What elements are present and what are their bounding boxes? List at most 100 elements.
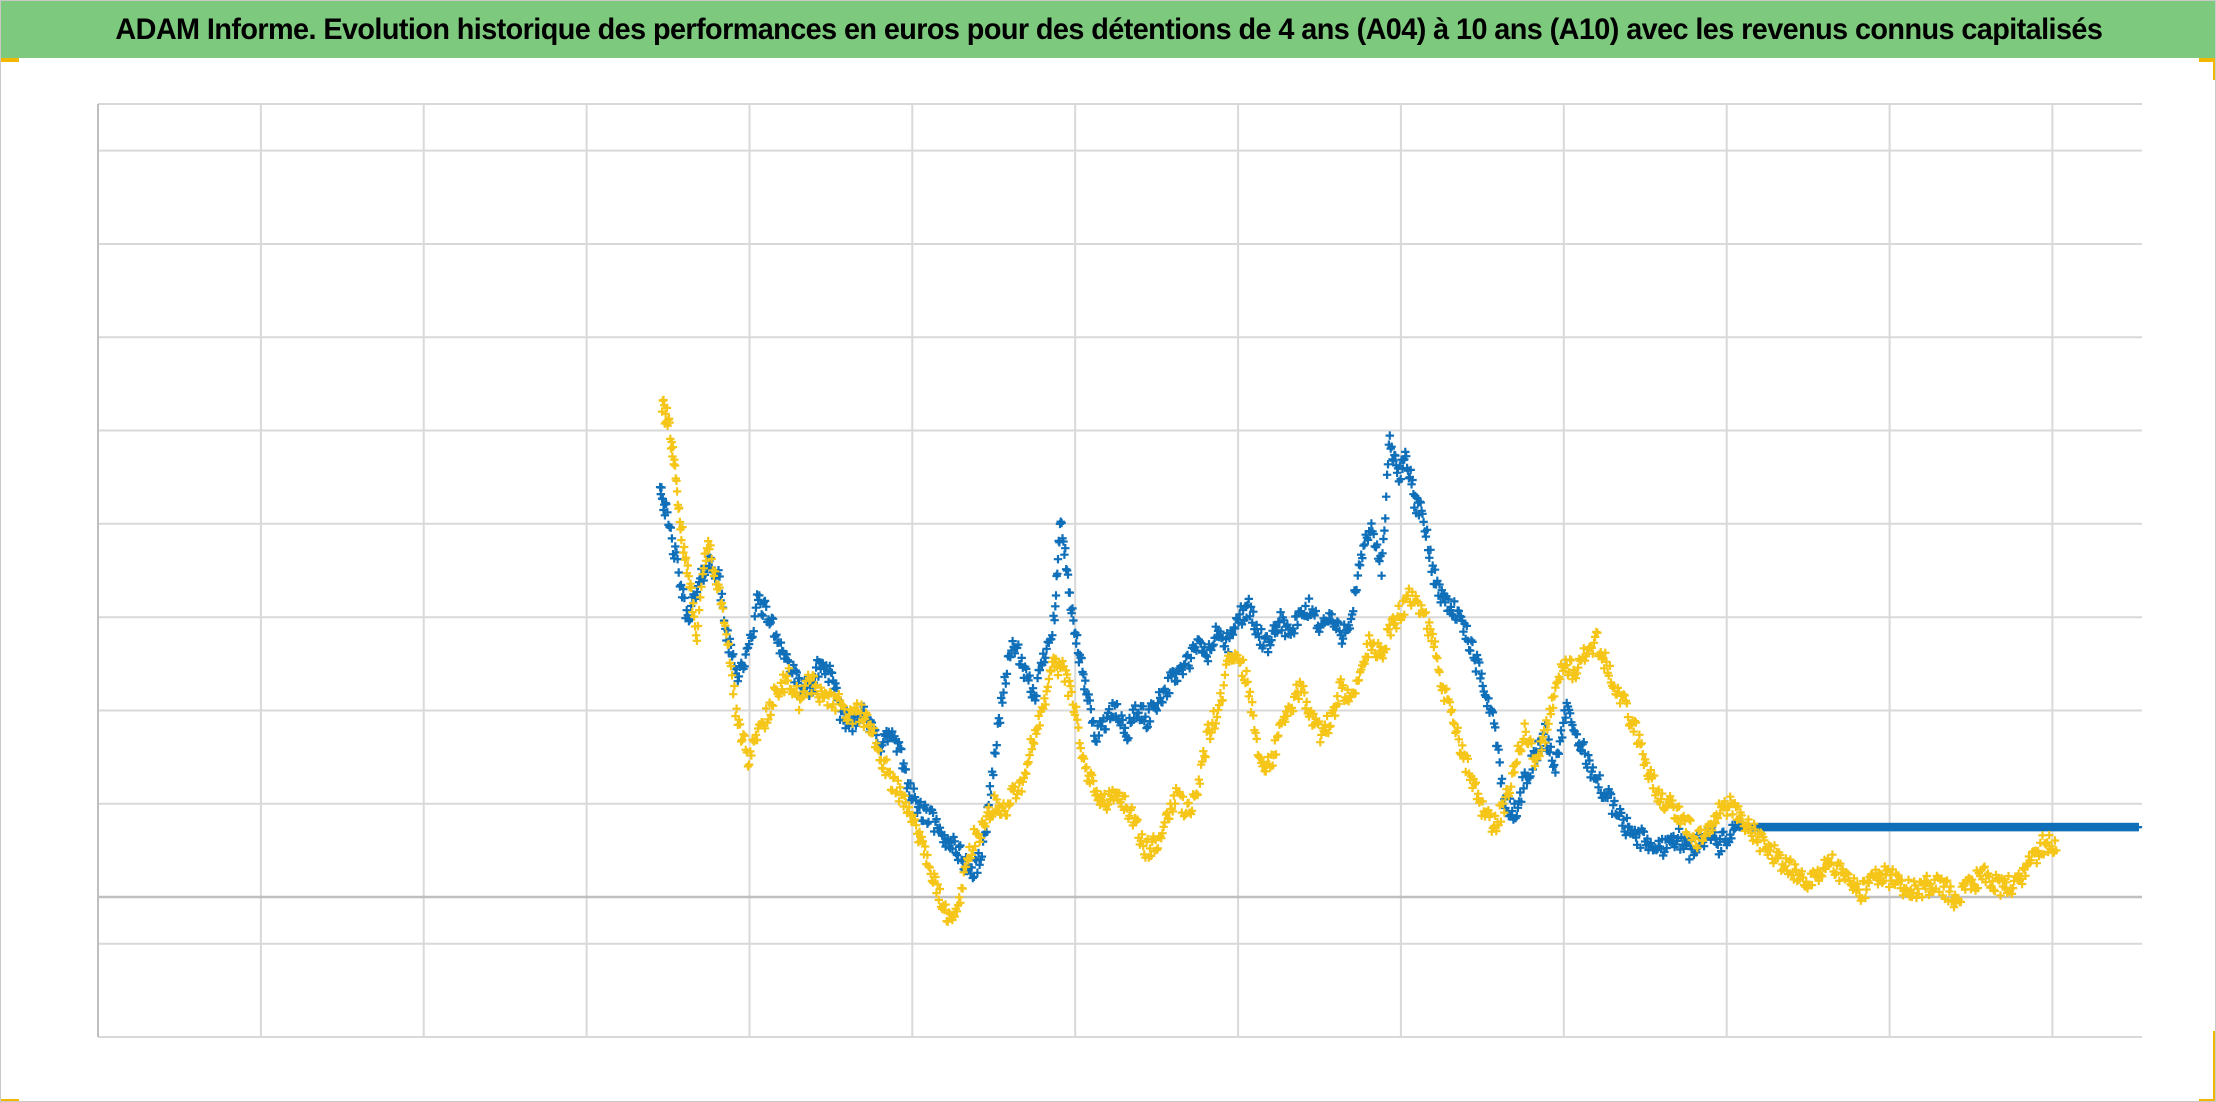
data-point-a10 bbox=[1061, 666, 1071, 675]
data-point-a10 bbox=[1597, 655, 1607, 664]
data-point-a10 bbox=[1593, 628, 1602, 637]
data-point-a10 bbox=[732, 704, 741, 713]
data-point-a10 bbox=[695, 605, 704, 615]
data-point-a04 bbox=[998, 698, 1007, 707]
chart-title: ADAM Informe. Evolution historique des p… bbox=[115, 12, 2103, 46]
data-point-a04 bbox=[1408, 475, 1417, 485]
data-point-a04 bbox=[1494, 745, 1503, 754]
data-point-a10 bbox=[981, 822, 990, 831]
data-point-a10 bbox=[1242, 666, 1251, 676]
data-point-a10 bbox=[1058, 656, 1067, 666]
data-point-a04 bbox=[901, 765, 910, 774]
data-point-a04 bbox=[906, 779, 915, 788]
data-point-a10 bbox=[885, 767, 895, 776]
data-point-a10 bbox=[1146, 851, 1156, 861]
data-point-a10 bbox=[1237, 671, 1247, 680]
data-point-a04 bbox=[975, 860, 984, 869]
data-point-a10 bbox=[1216, 689, 1225, 698]
data-point-a04 bbox=[994, 714, 1004, 723]
data-point-a10 bbox=[696, 593, 705, 602]
data-point-a10 bbox=[1316, 738, 1325, 747]
data-point-a10 bbox=[923, 850, 932, 860]
data-point-a10 bbox=[1918, 892, 1927, 902]
data-point-a10 bbox=[1192, 789, 1201, 798]
data-point-a10 bbox=[1210, 724, 1219, 733]
data-point-a04 bbox=[1276, 608, 1285, 617]
data-point-a10 bbox=[1157, 834, 1166, 843]
data-point-a10 bbox=[1079, 754, 1089, 763]
data-point-a04 bbox=[1488, 708, 1498, 717]
data-point-a10 bbox=[1070, 710, 1080, 719]
data-point-a04 bbox=[1059, 537, 1068, 546]
data-point-a04 bbox=[750, 612, 759, 621]
data-point-a10 bbox=[2045, 830, 2054, 840]
data-point-a10 bbox=[1770, 841, 1779, 850]
data-point-a10 bbox=[1520, 719, 1529, 728]
data-point-a10 bbox=[1786, 855, 1795, 864]
data-point-a10 bbox=[1082, 763, 1091, 772]
data-point-a10 bbox=[1512, 758, 1521, 767]
data-point-a10 bbox=[740, 731, 749, 740]
data-point-a04 bbox=[1249, 607, 1258, 616]
data-point-a10 bbox=[911, 821, 921, 830]
data-point-a04 bbox=[1519, 784, 1528, 793]
data-point-a04 bbox=[897, 744, 906, 754]
data-point-a04 bbox=[1636, 843, 1645, 852]
data-point-a10 bbox=[760, 724, 770, 733]
data-point-a10 bbox=[815, 697, 824, 706]
data-point-a04 bbox=[1069, 616, 1078, 625]
data-point-a04 bbox=[952, 850, 962, 860]
data-point-a04 bbox=[1434, 591, 1443, 600]
data-point-a04 bbox=[1085, 696, 1094, 705]
data-point-a10 bbox=[1041, 700, 1050, 709]
data-point-a04 bbox=[909, 784, 918, 793]
data-point-a04 bbox=[1271, 623, 1281, 632]
data-point-a04 bbox=[1349, 607, 1358, 616]
data-point-a10 bbox=[1073, 715, 1082, 724]
data-point-a10 bbox=[1755, 846, 1764, 856]
data-point-a04 bbox=[734, 672, 744, 681]
data-point-a10 bbox=[2014, 869, 2023, 878]
data-point-a10 bbox=[661, 409, 670, 419]
data-point-a10 bbox=[1623, 712, 1633, 722]
data-point-a10 bbox=[1572, 669, 1582, 678]
data-point-a10 bbox=[1492, 826, 1501, 836]
data-point-a10 bbox=[1428, 629, 1437, 639]
data-point-a10 bbox=[1506, 782, 1516, 791]
data-point-a10 bbox=[722, 630, 731, 639]
data-point-a04 bbox=[932, 814, 941, 824]
data-point-a10 bbox=[961, 862, 971, 871]
data-point-a10 bbox=[1447, 705, 1457, 715]
data-point-a04 bbox=[1053, 555, 1063, 564]
title-bar: ADAM Informe. Evolution historique des p… bbox=[1, 1, 2215, 58]
data-point-a04 bbox=[1118, 715, 1127, 725]
data-point-a10 bbox=[697, 582, 706, 591]
data-point-a10 bbox=[984, 803, 993, 812]
data-point-a10 bbox=[1530, 761, 1540, 771]
data-point-a10 bbox=[1357, 665, 1366, 674]
data-point-a10 bbox=[729, 690, 738, 699]
data-point-a10 bbox=[783, 676, 792, 685]
data-point-a10 bbox=[1791, 865, 1801, 874]
data-point-a10 bbox=[1333, 692, 1342, 701]
data-point-a04 bbox=[911, 796, 921, 805]
data-point-a04 bbox=[1143, 722, 1152, 731]
data-point-a10 bbox=[1364, 631, 1374, 640]
data-point-a04 bbox=[832, 683, 841, 693]
data-point-a10 bbox=[1753, 837, 1762, 847]
data-point-a04 bbox=[657, 483, 666, 492]
data-point-a10 bbox=[1433, 654, 1442, 663]
data-point-a10 bbox=[766, 710, 775, 720]
data-point-a04 bbox=[1101, 725, 1110, 734]
data-point-a10 bbox=[1690, 835, 1700, 844]
data-point-a04 bbox=[1450, 597, 1459, 606]
data-point-a10 bbox=[1451, 728, 1460, 738]
data-point-a04 bbox=[1379, 534, 1388, 544]
data-point-a10 bbox=[950, 912, 959, 921]
data-point-a10 bbox=[976, 833, 985, 842]
data-point-a04 bbox=[1235, 610, 1244, 619]
data-point-a10 bbox=[1665, 792, 1675, 801]
data-point-a10 bbox=[775, 689, 784, 698]
data-point-a10 bbox=[1219, 681, 1228, 690]
data-point-a10 bbox=[843, 715, 853, 724]
